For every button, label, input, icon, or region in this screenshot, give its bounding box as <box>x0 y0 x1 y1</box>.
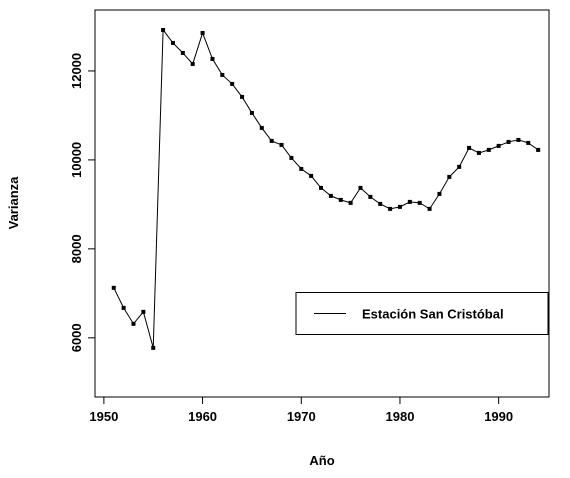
y-axis-label: Varianza <box>6 176 21 230</box>
data-point <box>240 94 245 99</box>
y-tick-label: 8000 <box>69 234 84 263</box>
x-tick-label: 1970 <box>287 409 316 424</box>
data-point <box>279 142 284 147</box>
plot-frame <box>94 9 550 398</box>
data-point <box>437 191 442 196</box>
data-point <box>269 138 274 143</box>
data-point <box>309 173 314 178</box>
data-point <box>249 110 254 115</box>
data-point <box>536 147 541 152</box>
data-point <box>170 40 175 45</box>
data-point <box>299 166 304 171</box>
data-point <box>289 155 294 160</box>
data-point <box>526 140 531 145</box>
x-tick-label: 1950 <box>89 409 118 424</box>
data-point <box>368 194 373 199</box>
data-point <box>121 305 126 310</box>
data-point <box>338 197 343 202</box>
data-point <box>496 143 501 148</box>
data-point <box>230 81 235 86</box>
x-axis-label: Año <box>309 453 334 468</box>
data-point <box>388 206 393 211</box>
data-point <box>220 72 225 77</box>
data-point <box>457 164 462 169</box>
data-point <box>447 174 452 179</box>
x-tick-label: 1990 <box>484 409 513 424</box>
data-point <box>190 61 195 66</box>
x-tick-label: 1960 <box>188 409 217 424</box>
data-point <box>111 285 116 290</box>
data-point <box>141 309 146 314</box>
x-tick-label: 1980 <box>386 409 415 424</box>
data-point <box>467 145 472 150</box>
data-point <box>358 185 363 190</box>
data-point <box>210 56 215 61</box>
legend-box <box>295 292 549 335</box>
data-point <box>319 185 324 190</box>
data-point <box>397 204 402 209</box>
data-point <box>131 321 136 326</box>
data-point <box>476 150 481 155</box>
data-point <box>151 345 156 350</box>
data-point <box>486 147 491 152</box>
y-tick-label: 6000 <box>69 323 84 352</box>
data-point <box>259 125 264 130</box>
data-point <box>161 27 166 32</box>
data-point <box>328 193 333 198</box>
y-tick-label: 10000 <box>69 142 84 178</box>
data-point <box>417 200 422 205</box>
data-point <box>200 30 205 35</box>
data-point <box>506 139 511 144</box>
data-point <box>427 206 432 211</box>
data-point <box>180 50 185 55</box>
data-point <box>407 199 412 204</box>
data-point <box>516 137 521 142</box>
data-point <box>348 200 353 205</box>
legend-label: Estación San Cristóbal <box>362 307 504 322</box>
data-point <box>378 201 383 206</box>
y-tick-label: 12000 <box>69 53 84 89</box>
